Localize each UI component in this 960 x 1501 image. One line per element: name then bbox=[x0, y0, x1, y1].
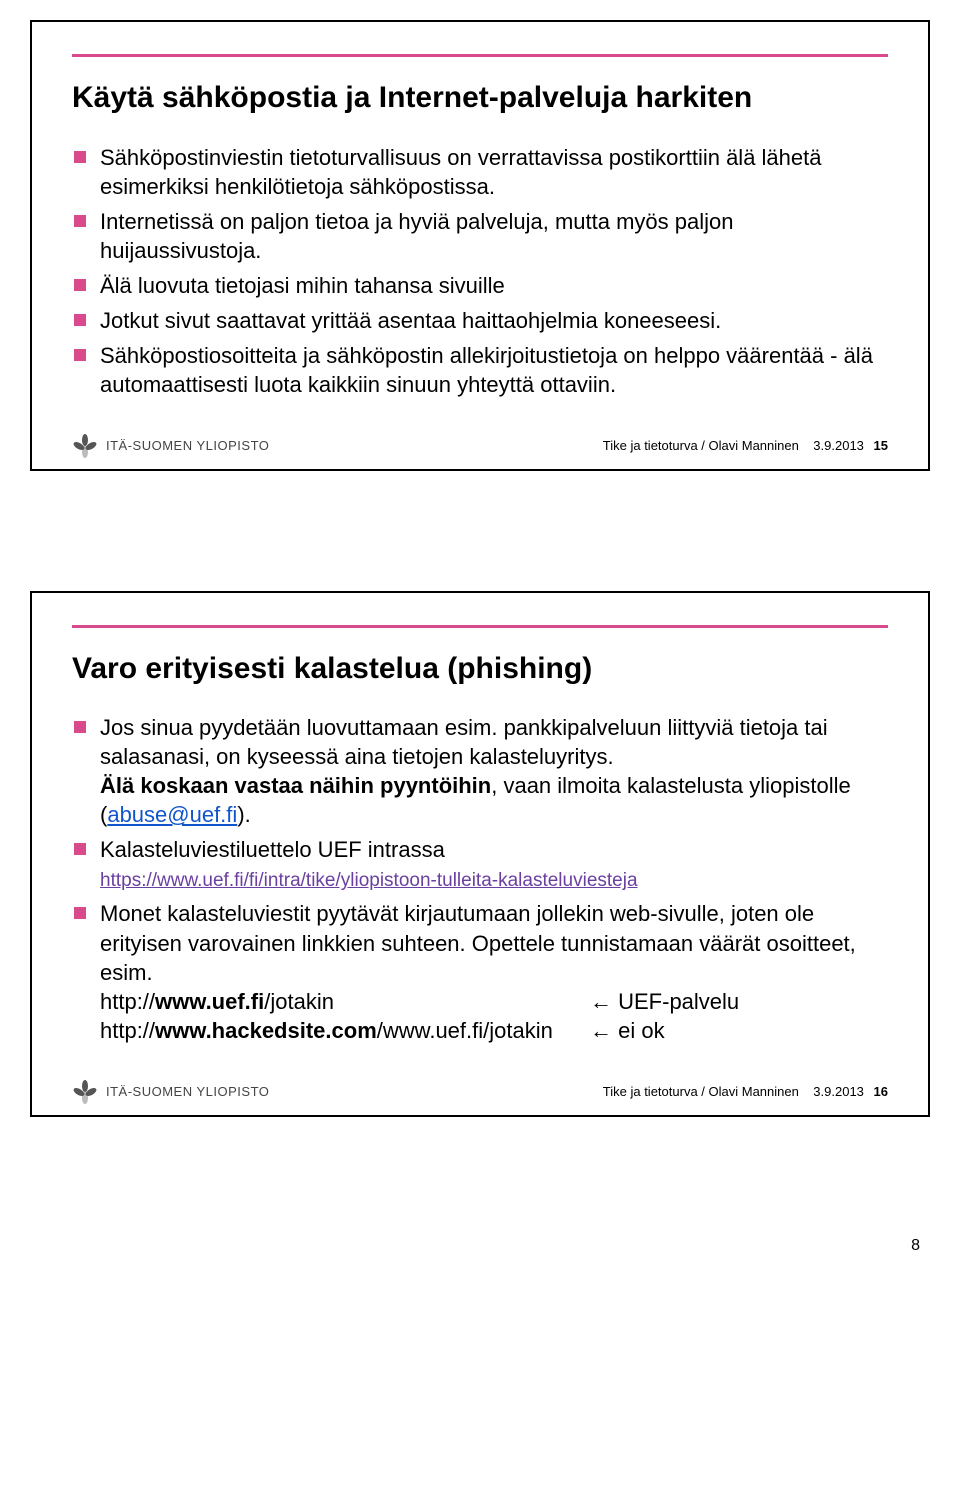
footer-page: 16 bbox=[874, 1084, 888, 1099]
footer-date: 3.9.2013 bbox=[813, 438, 864, 453]
list-item: Kalasteluviestiluettelo UEF intrassa htt… bbox=[72, 835, 888, 893]
slide-footer: ITÄ-SUOMEN YLIOPISTO Tike ja tietoturva … bbox=[72, 1075, 888, 1105]
slide-footer: ITÄ-SUOMEN YLIOPISTO Tike ja tietoturva … bbox=[72, 429, 888, 459]
list-item: Sähköpostiosoitteita ja sähköpostin alle… bbox=[72, 341, 888, 399]
footer-left: ITÄ-SUOMEN YLIOPISTO bbox=[72, 433, 269, 459]
url-pre: http:// bbox=[100, 989, 155, 1014]
bullet-text: Jos sinua pyydetään luovuttamaan esim. p… bbox=[100, 715, 828, 769]
bullet-text: Älä luovuta tietojasi mihin tahansa sivu… bbox=[100, 273, 505, 298]
url-bold: www.uef.fi bbox=[155, 989, 264, 1014]
slide-title: Käytä sähköpostia ja Internet-palveluja … bbox=[72, 79, 888, 117]
list-item: Sähköpostinviestin tietoturvallisuus on … bbox=[72, 143, 888, 201]
arrow-icon: ← bbox=[590, 989, 612, 1014]
list-item: Jos sinua pyydetään luovuttamaan esim. p… bbox=[72, 713, 888, 829]
bullet-list: Jos sinua pyydetään luovuttamaan esim. p… bbox=[72, 713, 888, 1044]
footer-right: Tike ja tietoturva / Olavi Manninen 3.9.… bbox=[603, 1084, 888, 1099]
footer-page: 15 bbox=[874, 438, 888, 453]
bullet-text: Kalasteluviestiluettelo UEF intrassa bbox=[100, 837, 445, 862]
bullet-text: Monet kalasteluviestit pyytävät kirjautu… bbox=[100, 901, 856, 984]
footer-date: 3.9.2013 bbox=[813, 1084, 864, 1099]
arrow-icon: ← bbox=[590, 1018, 612, 1043]
footer-right: Tike ja tietoturva / Olavi Manninen 3.9.… bbox=[603, 438, 888, 453]
list-item: Monet kalasteluviestit pyytävät kirjautu… bbox=[72, 899, 888, 1044]
footer-source: Tike ja tietoturva / Olavi Manninen bbox=[603, 438, 799, 453]
bullet-bold: Älä koskaan vastaa näihin pyyntöihin bbox=[100, 773, 491, 798]
bullet-text: Internetissä on paljon tietoa ja hyviä p… bbox=[100, 209, 733, 263]
bullet-text: ). bbox=[237, 802, 250, 827]
email-link[interactable]: abuse@uef.fi bbox=[107, 802, 237, 827]
bullet-list: Sähköpostinviestin tietoturvallisuus on … bbox=[72, 143, 888, 399]
list-item: Älä luovuta tietojasi mihin tahansa sivu… bbox=[72, 271, 888, 300]
accent-line bbox=[72, 625, 888, 628]
slide-1: Käytä sähköpostia ja Internet-palveluja … bbox=[30, 20, 930, 471]
accent-line bbox=[72, 54, 888, 57]
url-pre: http:// bbox=[100, 1018, 155, 1043]
url-row-bad: http://www.hackedsite.com/www.uef.fi/jot… bbox=[100, 1016, 888, 1045]
footer-left: ITÄ-SUOMEN YLIOPISTO bbox=[72, 1079, 269, 1105]
url-row-good: http://www.uef.fi/jotakin ← UEF-palvelu bbox=[100, 987, 888, 1016]
logo-text: ITÄ-SUOMEN YLIOPISTO bbox=[106, 438, 269, 453]
url-post: /jotakin bbox=[264, 989, 334, 1014]
url-label: ei ok bbox=[618, 1018, 664, 1043]
leaf-logo-icon bbox=[72, 1079, 98, 1105]
url-bold: www.hackedsite.com bbox=[155, 1018, 377, 1043]
slide-title: Varo erityisesti kalastelua (phishing) bbox=[72, 650, 888, 688]
intra-link[interactable]: https://www.uef.fi/fi/intra/tike/yliopis… bbox=[100, 870, 638, 891]
url-post: /www.uef.fi/jotakin bbox=[377, 1018, 553, 1043]
list-item: Internetissä on paljon tietoa ja hyviä p… bbox=[72, 207, 888, 265]
slide-2: Varo erityisesti kalastelua (phishing) J… bbox=[30, 591, 930, 1117]
url-label: UEF-palvelu bbox=[618, 989, 739, 1014]
leaf-logo-icon bbox=[72, 433, 98, 459]
bullet-text: Sähköpostiosoitteita ja sähköpostin alle… bbox=[100, 343, 873, 397]
bullet-text: Sähköpostinviestin tietoturvallisuus on … bbox=[100, 145, 822, 199]
bullet-text: Jotkut sivut saattavat yrittää asentaa h… bbox=[100, 308, 721, 333]
list-item: Jotkut sivut saattavat yrittää asentaa h… bbox=[72, 306, 888, 335]
document-page-number: 8 bbox=[30, 1237, 930, 1255]
footer-source: Tike ja tietoturva / Olavi Manninen bbox=[603, 1084, 799, 1099]
logo-text: ITÄ-SUOMEN YLIOPISTO bbox=[106, 1084, 269, 1099]
